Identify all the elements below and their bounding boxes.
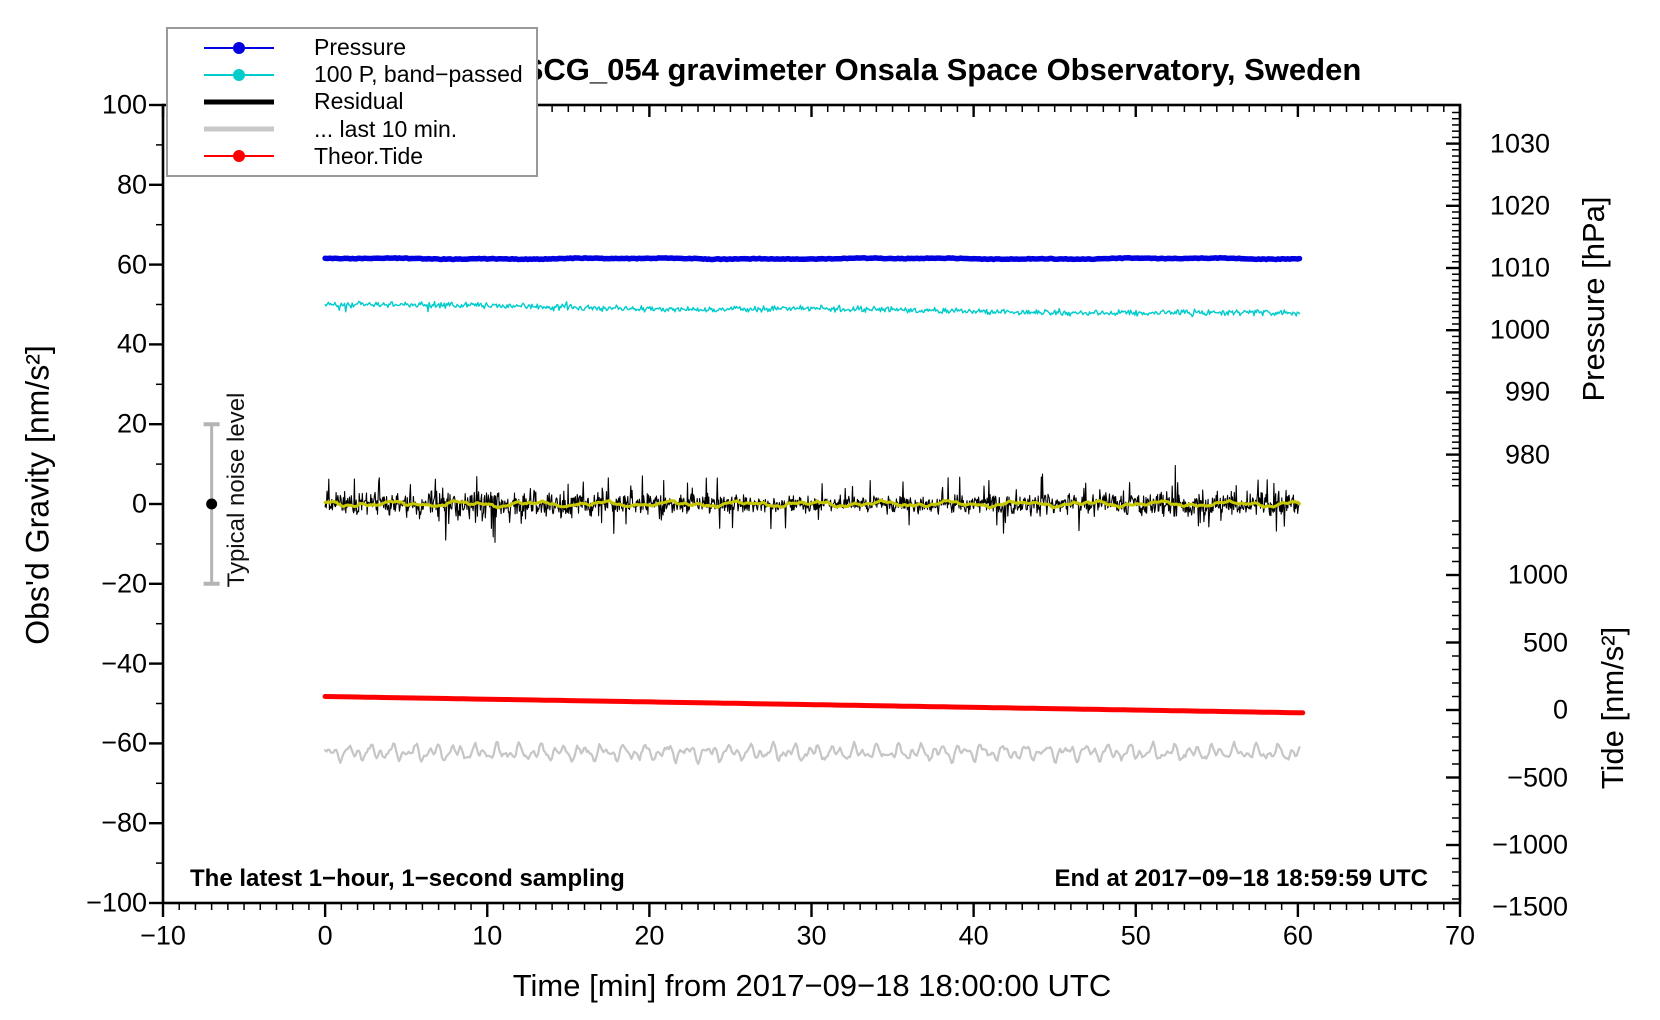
series-bandpassed	[324, 300, 1301, 318]
series-pressure	[322, 255, 1303, 263]
series-last10	[324, 740, 1301, 765]
noise-errorbar	[203, 422, 220, 586]
plot-frame	[161, 103, 1462, 905]
series-residual_smooth	[323, 498, 1301, 510]
series-tide	[322, 694, 1306, 716]
